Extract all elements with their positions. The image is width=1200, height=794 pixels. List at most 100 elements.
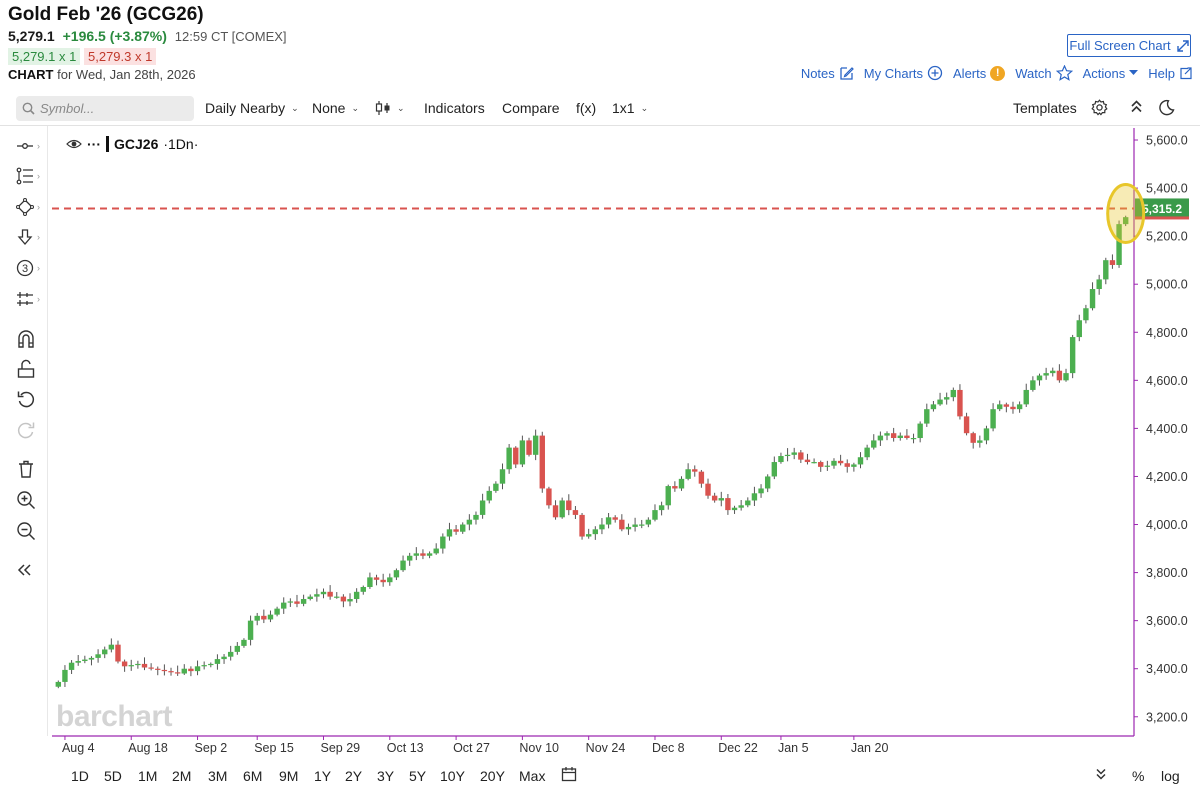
candle-body [254,615,260,621]
templates-button[interactable]: Templates [1013,100,1077,116]
collapse-header-button[interactable] [1130,99,1143,114]
unlock-icon [17,359,35,378]
tool-redo[interactable] [16,419,42,441]
range-20y[interactable]: 20Y [480,768,505,784]
chart-toolbar: Symbol... Daily Nearby ⌄ None ⌄ ⌄ Indica… [0,94,1200,124]
actions-menu[interactable]: Actions [1083,66,1139,81]
range-1d[interactable]: 1D [71,768,89,784]
collapse-sidebar-button[interactable] [16,559,42,581]
range-5y[interactable]: 5Y [409,768,427,784]
tool-zoom-out[interactable] [16,520,42,542]
symbol-search-input[interactable]: Symbol... [16,96,194,121]
tool-magnet[interactable] [16,328,42,350]
measure-icon [17,292,33,306]
candle-body [55,681,62,687]
range-max[interactable]: Max [519,768,546,784]
tool-delete[interactable] [16,458,42,480]
tool-shape[interactable]: › [16,196,42,218]
tool-line[interactable]: › [16,135,42,157]
candle [340,594,347,608]
candle [738,500,744,511]
fibonacci-icon [16,167,33,185]
candle-body [1116,224,1122,265]
candle [161,664,168,676]
settings-button[interactable] [1091,99,1108,116]
tool-undo[interactable] [16,388,42,410]
candle [930,400,937,412]
candle-body [102,649,108,655]
candle-body [672,486,678,489]
notes-link[interactable]: Notes [801,66,854,81]
candle [652,504,658,522]
candle [639,519,645,529]
candle [55,680,62,689]
range-2m[interactable]: 2M [172,768,192,784]
log-scale-toggle[interactable]: log [1161,768,1180,784]
dark-mode-toggle[interactable] [1158,99,1175,116]
candle [62,665,68,687]
percent-scale-toggle[interactable]: % [1132,768,1145,784]
tool-fib[interactable]: › [16,165,42,187]
tool-zoom-in[interactable] [16,489,42,511]
candle-body [115,644,121,662]
candle [698,469,705,488]
function-button[interactable]: f(x) [576,100,596,116]
candle [1083,304,1089,324]
help-link[interactable]: Help [1148,66,1192,81]
range-6m[interactable]: 6M [243,768,263,784]
tool-counter[interactable]: 3 › [16,257,42,279]
candle [904,429,910,440]
candle [513,446,519,469]
range-2y[interactable]: 2Y [345,768,363,784]
indicators-button[interactable]: Indicators [424,100,485,116]
series-legend[interactable]: ··· GCJ26 ·1Dn· [66,136,198,152]
range-10y[interactable]: 10Y [440,768,465,784]
range-1m[interactable]: 1M [138,768,158,784]
tool-measure[interactable]: › [16,288,42,310]
candle-body [420,553,426,556]
range-9m[interactable]: 9M [279,768,299,784]
candle [632,517,638,532]
candle [400,555,406,572]
alerts-link[interactable]: Alerts ! [953,65,1006,81]
range-3m[interactable]: 3M [208,768,228,784]
chart-type-dropdown[interactable]: ⌄ [375,100,405,116]
date-range-button[interactable] [561,766,577,785]
range-3y[interactable]: 3Y [377,768,395,784]
candle-body [168,671,174,673]
full-screen-chart-button[interactable]: Full Screen Chart [1067,34,1191,57]
layout-dropdown[interactable]: 1x1 ⌄ [612,100,648,116]
candle [499,463,506,490]
candle [672,481,678,492]
candle-body [539,435,545,489]
candle-body [380,579,386,583]
my-charts-link[interactable]: My Charts [864,65,943,81]
candle-body [453,529,459,532]
tool-arrow[interactable]: › [16,226,42,248]
candle-body [764,476,771,489]
candle-body [851,464,857,467]
candle [201,661,207,670]
overlay-label: None [312,100,346,116]
redo-icon [17,422,35,439]
compare-button[interactable]: Compare [502,100,560,116]
candle-body [685,469,691,479]
x-tick-label: Nov 10 [519,741,559,755]
candle-body [314,594,320,597]
overlay-dropdown[interactable]: None ⌄ [312,100,359,116]
candle-body [128,665,134,667]
candle-body [479,500,486,515]
candle-body [1103,260,1109,280]
my-charts-label: My Charts [863,65,924,81]
period-dropdown[interactable]: Daily Nearby ⌄ [205,100,299,116]
scroll-to-end-button[interactable] [1095,767,1107,784]
range-1y[interactable]: 1Y [314,768,332,784]
chevron-right-icon: › [37,263,40,273]
candle-body [645,519,652,525]
symbol-placeholder: Symbol... [40,101,95,116]
watch-link[interactable]: Watch [1015,65,1073,81]
range-5d[interactable]: 5D [104,768,122,784]
candle-body [446,529,453,537]
candle-body [194,666,201,672]
tool-lock[interactable] [16,358,42,380]
